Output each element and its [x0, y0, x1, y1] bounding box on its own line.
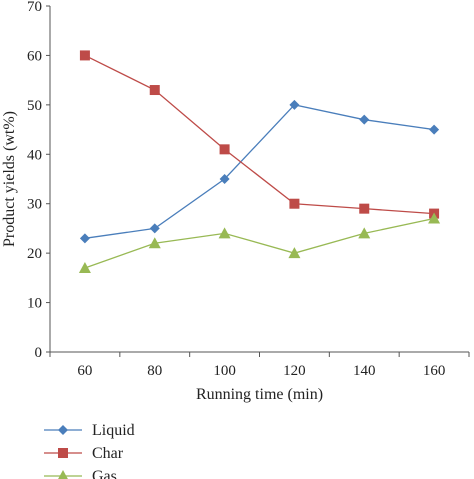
y-tick-label: 60 [27, 48, 42, 64]
x-tick-label: 80 [147, 363, 162, 379]
data-point-char [79, 50, 90, 61]
x-tick-label: 60 [77, 363, 92, 379]
y-tick-label: 30 [27, 197, 42, 213]
series-gas [78, 212, 441, 273]
y-tick-label: 20 [27, 246, 42, 262]
data-point-liquid [79, 233, 90, 244]
data-point-gas [358, 227, 371, 239]
data-point-liquid [359, 114, 370, 125]
series-liquid [79, 99, 440, 244]
y-tick-label: 10 [27, 296, 42, 312]
data-point-gas [78, 261, 91, 273]
data-point-liquid [219, 174, 230, 184]
x-tick-label: 160 [423, 363, 446, 379]
series-char [79, 50, 440, 219]
legend-item-char: Char [44, 445, 124, 462]
data-point-gas [428, 212, 441, 224]
legend-label-gas: Gas [92, 468, 117, 479]
data-point-liquid [289, 99, 300, 110]
y-tick-label: 0 [35, 345, 43, 361]
legend-marker-char [58, 448, 68, 458]
legend-marker-gas [58, 470, 68, 479]
data-point-liquid [429, 124, 440, 135]
data-point-gas [148, 237, 161, 249]
series-line-char [84, 54, 435, 215]
chart-axes: 0 10 20 30 40 50 60 70 60 80 100 120 140 160 [27, 0, 470, 379]
data-point-char [219, 144, 230, 155]
chart-series [78, 50, 441, 273]
x-axis-label: Running time (min) [196, 386, 323, 403]
y-tick-label: 50 [27, 98, 42, 114]
legend-item-gas: Gas [44, 468, 117, 479]
x-tick-label: 140 [353, 363, 376, 379]
data-point-gas [218, 227, 231, 239]
chart-legend: Liquid Char Gas [44, 422, 135, 479]
data-point-char [149, 85, 160, 96]
legend-label-char: Char [92, 445, 124, 462]
series-line-gas [84, 217, 435, 269]
x-tick-label: 100 [213, 363, 236, 379]
legend-label-liquid: Liquid [92, 422, 135, 439]
series-line-liquid [84, 104, 435, 239]
x-tick-label: 120 [283, 363, 306, 379]
legend-item-liquid: Liquid [44, 422, 135, 439]
y-axis-label: Product yields (wt%) [1, 111, 18, 247]
data-point-gas [288, 247, 301, 259]
data-point-liquid [149, 223, 160, 234]
y-tick-label: 40 [27, 147, 42, 163]
y-tick-label: 70 [27, 0, 42, 15]
legend-marker-liquid [58, 425, 68, 435]
data-point-char [359, 203, 370, 214]
data-point-char [289, 198, 300, 209]
